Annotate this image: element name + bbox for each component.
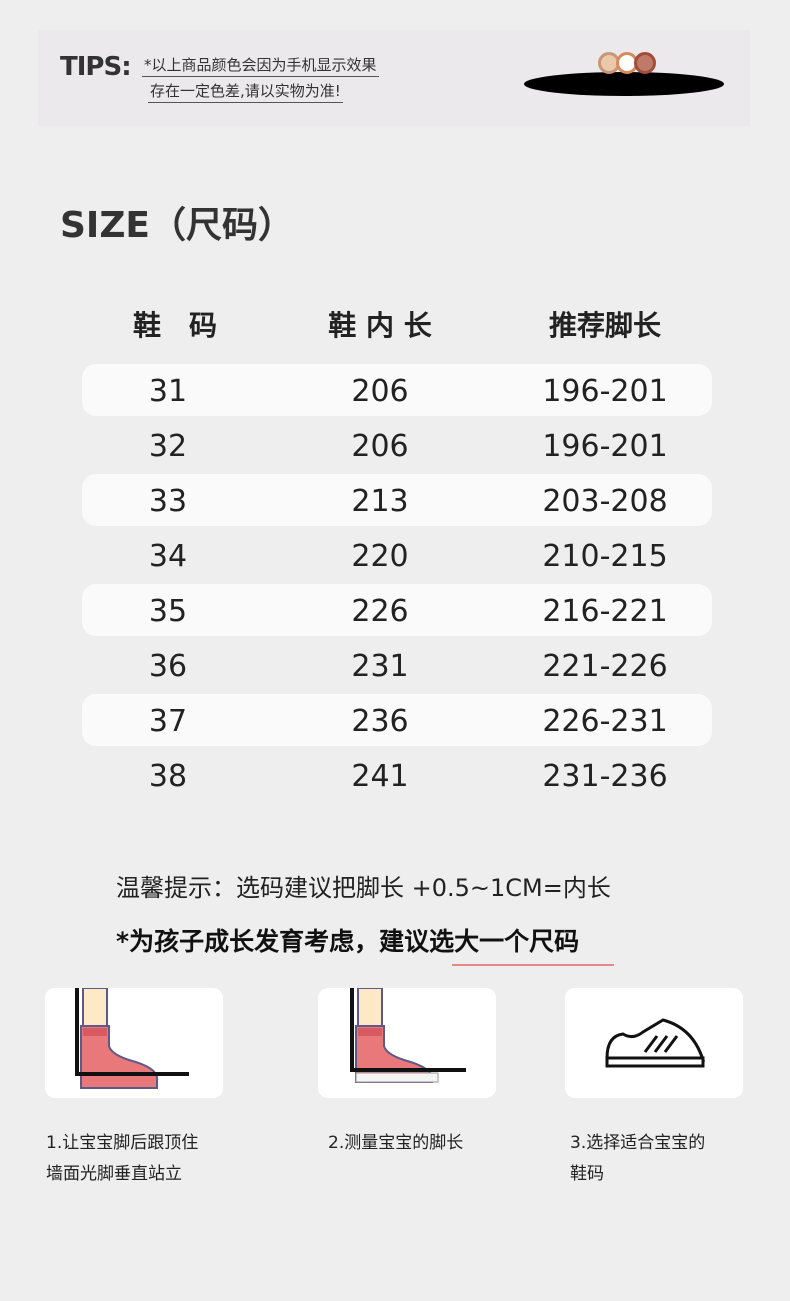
inner-length-cell: 236	[351, 704, 409, 739]
foot-length-cell: 210-215	[542, 539, 668, 574]
step-1-card	[45, 988, 223, 1098]
size-cell: 37	[148, 704, 188, 739]
tips-banner: TIPS: *以上商品颜色会因为手机显示效果 存在一定色差,请以实物为准!	[38, 30, 750, 126]
foot-ruler-icon	[350, 988, 466, 1083]
header-inner-length: 鞋 内 长	[328, 309, 432, 342]
inner-length-cell: 220	[351, 539, 409, 574]
foot-length-cell: 203-208	[542, 484, 668, 519]
foot-length-cell: 231-236	[542, 759, 668, 794]
tips-line-1: *以上商品颜色会因为手机显示效果	[142, 54, 379, 77]
foot-length-cell: 226-231	[542, 704, 668, 739]
table-row: 36 231 221-226	[82, 639, 712, 691]
step-2-card	[318, 988, 496, 1098]
table-row: 34 220 210-215	[82, 529, 712, 581]
inner-length-cell: 213	[351, 484, 409, 519]
step-3-caption: 3.选择适合宝宝的 鞋码	[570, 1133, 706, 1184]
table-row: 38 241 231-236	[82, 749, 712, 801]
inner-length-cell: 231	[351, 649, 409, 684]
sizing-advice: *为孩子成长发育考虑，建议选大一个尺码	[116, 927, 580, 956]
table-row: 32 206 196-201	[82, 419, 712, 471]
foot-against-wall-icon	[75, 988, 189, 1089]
step-1-caption: 1.让宝宝脚后跟顶住 墙面光脚垂直站立	[46, 1133, 199, 1184]
foot-length-cell: 196-201	[542, 374, 668, 409]
table-row: 31 206 196-201	[82, 364, 712, 416]
foot-length-cell: 216-221	[542, 594, 668, 629]
inner-length-cell: 206	[351, 429, 409, 464]
header-foot-length: 推荐脚长	[548, 309, 661, 342]
size-cell: 34	[148, 539, 188, 574]
shoe-icon	[605, 1018, 706, 1068]
header-size: 鞋 码	[132, 309, 217, 342]
table-row: 35 226 216-221	[82, 584, 712, 636]
step-3-card	[565, 988, 743, 1098]
foot-length-cell: 196-201	[542, 429, 668, 464]
table-row: 37 236 226-231	[82, 694, 712, 746]
table-row: 33 213 203-208	[82, 474, 712, 526]
size-cell: 31	[148, 374, 188, 409]
tips-label: TIPS:	[60, 52, 132, 82]
step-2-caption: 2.测量宝宝的脚长	[328, 1133, 464, 1153]
size-cell: 32	[148, 429, 188, 464]
sizing-tip: 温馨提示：选码建议把脚长 +0.5~1CM=内长	[116, 874, 611, 902]
size-cell: 33	[148, 484, 188, 519]
size-cell: 35	[148, 594, 188, 629]
advice-underline	[452, 964, 614, 966]
inner-length-cell: 206	[351, 374, 409, 409]
inner-length-cell: 241	[351, 759, 409, 794]
page-title: SIZE（尺码）	[60, 205, 295, 246]
size-cell: 38	[148, 759, 188, 794]
tips-line-2: 存在一定色差,请以实物为准!	[148, 80, 343, 103]
size-cell: 36	[148, 649, 188, 684]
inner-length-cell: 226	[351, 594, 409, 629]
foot-length-cell: 221-226	[542, 649, 668, 684]
